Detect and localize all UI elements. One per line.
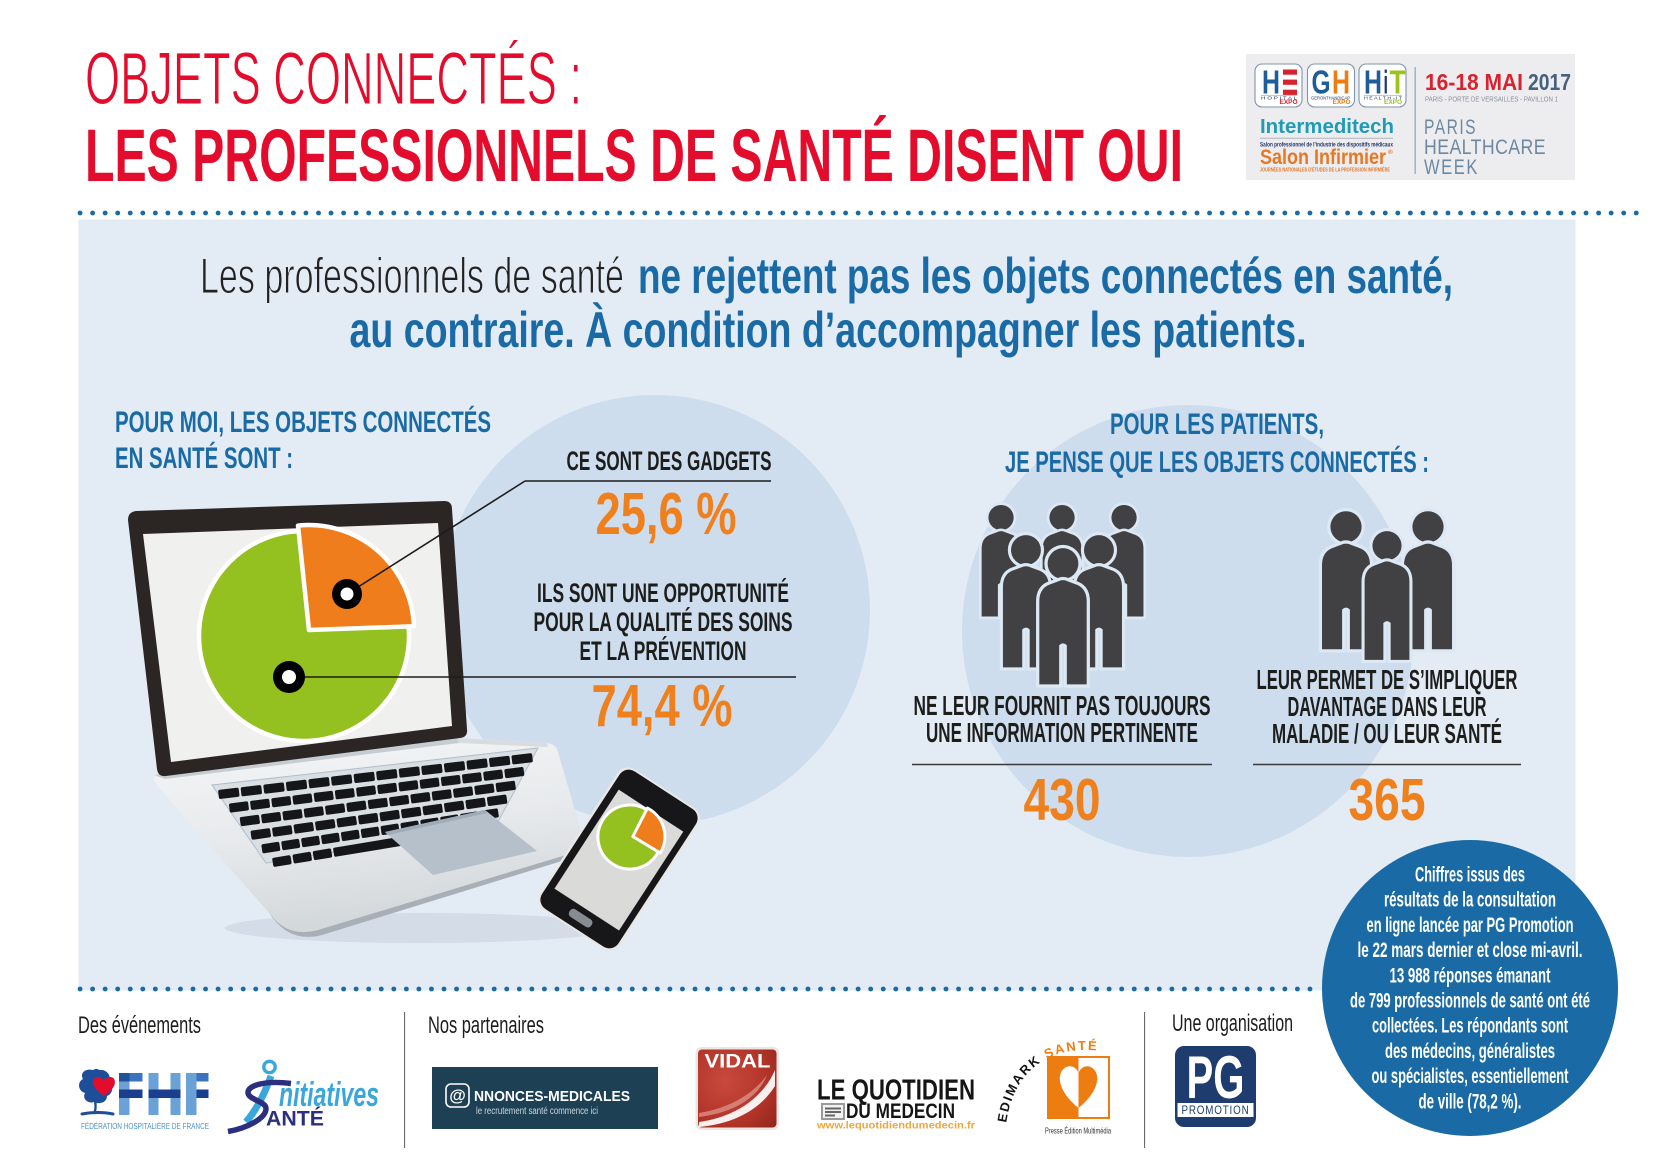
- svg-text:H E A L T H - I T: H E A L T H - I T: [1364, 96, 1402, 101]
- svg-text:DU MEDECIN: DU MEDECIN: [846, 1099, 955, 1123]
- svg-text:H: H: [1262, 64, 1280, 101]
- svg-text:430: 430: [1024, 767, 1101, 833]
- svg-text:365: 365: [1349, 767, 1426, 833]
- svg-text:des médecins, généralistes: des médecins, généralistes: [1385, 1039, 1555, 1063]
- svg-text:T: T: [1390, 64, 1406, 101]
- svg-text:WEEK: WEEK: [1424, 156, 1479, 179]
- svg-text:74,4 %: 74,4 %: [592, 673, 733, 739]
- svg-text:ILS SONT UNE OPPORTUNITÉ: ILS SONT UNE OPPORTUNITÉ: [537, 577, 789, 608]
- svg-text:Une organisation: Une organisation: [1172, 1010, 1293, 1037]
- svg-text:CE SONT DES GADGETS: CE SONT DES GADGETS: [567, 446, 772, 476]
- svg-text:ANTÉ: ANTÉ: [266, 1106, 324, 1131]
- svg-text:www.lequotidiendumedecin.fr: www.lequotidiendumedecin.fr: [816, 1120, 975, 1132]
- svg-text:de 799 professionnels de santé: de 799 professionnels de santé ont été: [1350, 989, 1590, 1013]
- svg-text:VIDAL: VIDAL: [705, 1051, 771, 1073]
- svg-text:OBJETS CONNECTÉS :: OBJETS CONNECTÉS :: [85, 37, 582, 120]
- svg-text:de ville (78,2 %).: de ville (78,2 %).: [1419, 1089, 1522, 1113]
- svg-text:Nos partenaires: Nos partenaires: [428, 1012, 544, 1039]
- svg-text:LES PROFESSIONNELS DE SANTÉ DI: LES PROFESSIONNELS DE SANTÉ DISENT OUI: [85, 114, 1183, 197]
- svg-text:JE PENSE QUE LES OBJETS CONNEC: JE PENSE QUE LES OBJETS CONNECTÉS :: [1005, 445, 1429, 479]
- svg-text:NNONCES-MEDICALES: NNONCES-MEDICALES: [474, 1088, 630, 1105]
- svg-text:LE QUOTIDIEN: LE QUOTIDIEN: [817, 1075, 975, 1107]
- svg-text:13 988 réponses émanant: 13 988 réponses émanant: [1390, 963, 1551, 987]
- svg-text:POUR MOI, LES OBJETS CONNECTÉS: POUR MOI, LES OBJETS CONNECTÉS: [115, 405, 491, 439]
- svg-text:EXPO: EXPO: [1333, 99, 1351, 106]
- svg-text:PG: PG: [1187, 1044, 1245, 1111]
- svg-text:EXPO: EXPO: [1280, 99, 1298, 106]
- svg-text:Des événements: Des événements: [78, 1012, 201, 1039]
- svg-text:H O P I T A L: H O P I T A L: [1261, 96, 1297, 102]
- svg-text:JOURNÉES NATIONALES D’ÉTUDES D: JOURNÉES NATIONALES D’ÉTUDES DE LA PROFE…: [1260, 166, 1390, 174]
- svg-text:résultats de la consultation: résultats de la consultation: [1384, 888, 1556, 912]
- svg-text:nitiatives: nitiatives: [279, 1076, 379, 1114]
- svg-text:POUR LA QUALITÉ DES SOINS: POUR LA QUALITÉ DES SOINS: [534, 606, 793, 637]
- svg-text:@: @: [449, 1086, 466, 1105]
- svg-text:UNE INFORMATION PERTINENTE: UNE INFORMATION PERTINENTE: [926, 717, 1198, 748]
- svg-text:Intermeditech: Intermeditech: [1260, 115, 1394, 138]
- svg-text:H: H: [1332, 64, 1350, 101]
- svg-text:EN SANTÉ SONT :: EN SANTÉ SONT :: [115, 441, 293, 475]
- svg-text:POUR LES PATIENTS,: POUR LES PATIENTS,: [1110, 408, 1324, 441]
- svg-text:PROMOTION: PROMOTION: [1182, 1103, 1250, 1117]
- svg-text:NE LEUR FOURNIT PAS TOUJOURS: NE LEUR FOURNIT PAS TOUJOURS: [914, 690, 1211, 721]
- svg-text:Salon professionnel de l’indus: Salon professionnel de l’industrie des d…: [1260, 142, 1393, 149]
- svg-text:Salon Infirmier: Salon Infirmier: [1260, 146, 1386, 169]
- svg-text:en ligne lancée par PG Promoti: en ligne lancée par PG Promotion: [1367, 913, 1574, 937]
- svg-text:Les professionnels de santé: Les professionnels de santé: [200, 248, 624, 304]
- svg-text:Presse Édition Multimédia: Presse Édition Multimédia: [1045, 1126, 1111, 1136]
- svg-text:GERONTHANDICAP: GERONTHANDICAP: [1311, 96, 1350, 101]
- svg-text:EXPO: EXPO: [1384, 99, 1402, 106]
- svg-text:2017: 2017: [1528, 69, 1571, 95]
- svg-text:PARIS - PORTE DE VERSAILLES -: PARIS - PORTE DE VERSAILLES - PAVILLON 1: [1425, 95, 1558, 104]
- svg-text:25,6 %: 25,6 %: [596, 481, 737, 547]
- svg-text:PARIS: PARIS: [1424, 116, 1477, 139]
- svg-text:ne rejettent pas les objets co: ne rejettent pas les objets connectés en…: [638, 248, 1453, 304]
- svg-text:MALADIE / OU LEUR SANTÉ: MALADIE / OU LEUR SANTÉ: [1272, 718, 1502, 749]
- svg-text:Chiffres issus des: Chiffres issus des: [1415, 863, 1525, 887]
- svg-text:G: G: [1312, 64, 1331, 101]
- svg-text:LEUR PERMET DE S’IMPLIQUER: LEUR PERMET DE S’IMPLIQUER: [1257, 664, 1518, 695]
- svg-text:HEALTHCARE: HEALTHCARE: [1424, 136, 1546, 159]
- svg-text:ou spécialistes, essentielleme: ou spécialistes, essentiellement: [1372, 1064, 1569, 1088]
- svg-text:®: ®: [1388, 148, 1393, 156]
- svg-text:le recrutement santé commence: le recrutement santé commence ici: [476, 1106, 598, 1117]
- svg-text:DAVANTAGE DANS LEUR: DAVANTAGE DANS LEUR: [1288, 691, 1487, 722]
- svg-text:au contraire. À condition d’ac: au contraire. À condition d’accompagner …: [350, 302, 1307, 358]
- svg-text:FÉDÉRATION HOSPITALIÈRE DE FRA: FÉDÉRATION HOSPITALIÈRE DE FRANCE: [81, 1121, 209, 1131]
- svg-text:i: i: [1384, 64, 1389, 101]
- svg-text:16-18 MAI: 16-18 MAI: [1425, 69, 1523, 95]
- svg-text:H: H: [1364, 64, 1382, 101]
- svg-text:le 22 mars dernier et close mi: le 22 mars dernier et close mi-avril.: [1358, 938, 1583, 962]
- svg-text:collectées. Les répondants son: collectées. Les répondants sont: [1372, 1014, 1568, 1038]
- svg-text:ET LA PRÉVENTION: ET LA PRÉVENTION: [580, 635, 747, 666]
